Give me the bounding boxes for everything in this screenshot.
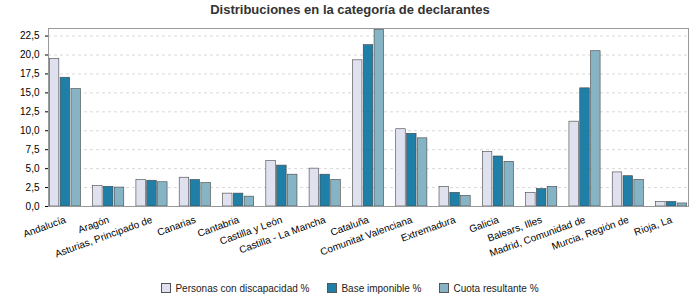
svg-text:17,5: 17,5 (20, 68, 40, 79)
svg-text:Castilla - La Mancha: Castilla - La Mancha (238, 214, 328, 256)
svg-text:Aragón: Aragón (76, 213, 111, 236)
html-text:Base imponible %: Base imponible % (341, 282, 422, 294)
svg-text:Castilla y León: Castilla y León (218, 213, 284, 247)
svg-text:Extremadura: Extremadura (399, 214, 457, 244)
svg-text:Canarias: Canarias (156, 214, 197, 238)
svg-text:Cataluña: Cataluña (328, 213, 371, 238)
svg-text:Andalucía: Andalucía (22, 214, 68, 240)
svg-text:Madrid, Comunidad de: Madrid, Comunidad de (488, 213, 587, 259)
svg-text:20,0: 20,0 (20, 49, 40, 60)
svg-text:5,0: 5,0 (26, 163, 40, 174)
svg-text:Rioja, La: Rioja, La (633, 214, 674, 238)
svg-text:10,0: 10,0 (20, 125, 40, 136)
svg-text:Galicia: Galicia (467, 213, 501, 235)
svg-text:15,0: 15,0 (20, 87, 40, 98)
svg-text:Comunitat Valenciana: Comunitat Valenciana (318, 213, 414, 258)
svg-text:22,5: 22,5 (20, 30, 40, 41)
svg-text:Cantabria: Cantabria (195, 213, 241, 239)
svg-text:2,5: 2,5 (26, 182, 40, 193)
html-text:Distribuciones en la categoría: Distribuciones en la categoría de declar… (210, 2, 490, 17)
html-text:Cuota resultante %: Cuota resultante % (453, 282, 539, 294)
svg-text:7,5: 7,5 (26, 144, 40, 155)
svg-text:Asturias, Principado de: Asturias, Principado de (53, 214, 154, 260)
svg-text:Balears, Illes: Balears, Illes (485, 213, 544, 244)
svg-text:0,0: 0,0 (26, 201, 40, 212)
svg-text:Murcia, Región de: Murcia, Región de (550, 214, 630, 252)
svg-text:12,5: 12,5 (20, 106, 40, 117)
html-text:Personas con discapacidad %: Personas con discapacidad % (175, 282, 310, 294)
